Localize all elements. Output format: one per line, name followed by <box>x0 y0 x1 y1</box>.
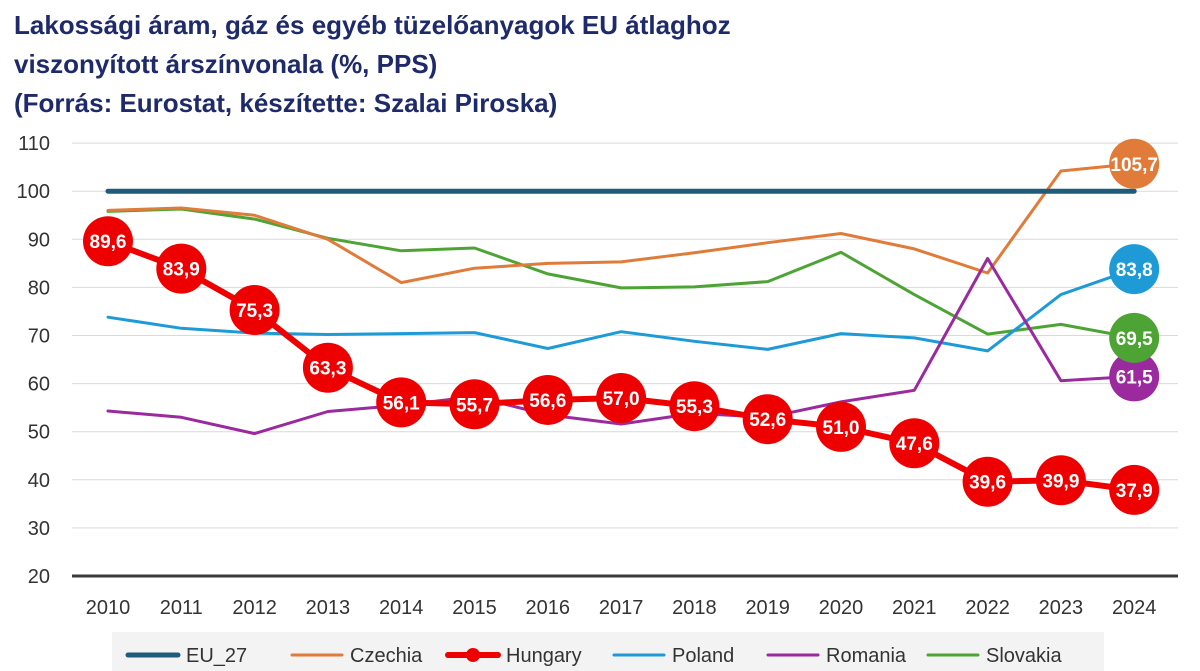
x-tick-label: 2023 <box>1039 597 1084 619</box>
y-tick-label: 80 <box>28 277 50 299</box>
x-tick-label: 2013 <box>306 597 351 619</box>
hungary-data-label: 55,7 <box>456 395 493 416</box>
hungary-data-label: 37,9 <box>1116 481 1153 502</box>
hungary-data-label: 39,6 <box>969 473 1006 494</box>
x-tick-label: 2024 <box>1112 597 1157 619</box>
series-line-romania <box>106 257 1136 436</box>
chart-title-line-2: viszonyított árszínvonala (%, PPS) <box>14 49 438 79</box>
hungary-data-label: 83,9 <box>163 260 200 281</box>
hungary-marker <box>669 381 720 432</box>
x-tick-label: 2017 <box>599 597 644 619</box>
series-line-slovakia <box>106 207 1136 340</box>
series-line-hungary <box>105 238 1138 493</box>
hungary-marker <box>302 342 353 393</box>
hungary-data-label: 56,6 <box>529 391 566 412</box>
end-marker-czechia <box>1109 138 1160 189</box>
series-line-czechia <box>106 162 1136 285</box>
x-tick-label: 2015 <box>452 597 497 619</box>
legend-label-eu-27: EU_27 <box>186 645 247 667</box>
data-labels: 89,6 83,9 75,3 63,3 56,1 55,7 56,6 57,0 55,3 52,6… <box>83 138 1160 515</box>
end-marker-slovakia <box>1109 312 1160 363</box>
legend-label-hungary: Hungary <box>506 645 582 667</box>
end-data-label-czechia: 105,7 <box>1110 155 1158 176</box>
x-tick-label: 2016 <box>526 597 571 619</box>
y-tick-label: 60 <box>28 374 50 396</box>
legend-label-romania: Romania <box>826 645 907 667</box>
hungary-data-label: 89,6 <box>90 232 127 253</box>
x-tick-label: 2021 <box>892 597 937 619</box>
gridlines <box>72 142 1178 578</box>
legend: EU_27 Czechia Hungary Poland Romania Slovakia <box>125 645 1062 667</box>
hungary-data-label: 51,0 <box>823 418 860 439</box>
hungary-marker <box>376 377 427 428</box>
y-tick-label: 110 <box>18 133 50 155</box>
legend-background <box>112 632 1104 671</box>
y-tick-label: 90 <box>28 229 50 251</box>
legend-label-czechia: Czechia <box>350 645 423 667</box>
hungary-data-label: 47,6 <box>896 434 933 455</box>
x-tick-label: 2011 <box>160 597 203 619</box>
hungary-marker <box>156 243 207 294</box>
hungary-marker <box>522 374 573 425</box>
hungary-marker <box>83 216 133 267</box>
hungary-marker <box>449 379 500 430</box>
hungary-data-label: 52,6 <box>749 410 786 431</box>
hungary-data-label: 63,3 <box>309 359 346 380</box>
y-tick-label: 100 <box>17 181 50 203</box>
hungary-marker <box>889 418 940 469</box>
end-data-label-slovakia: 69,5 <box>1116 329 1153 350</box>
end-marker-romania <box>1109 351 1160 402</box>
end-data-label-poland: 83,8 <box>1116 260 1153 281</box>
end-marker-poland <box>1109 244 1160 295</box>
x-tick-label: 2012 <box>232 597 277 619</box>
hungary-marker <box>962 456 1013 507</box>
hungary-data-label: 57,0 <box>603 389 640 410</box>
x-tick-label: 2010 <box>86 597 131 619</box>
legend-label-slovakia: Slovakia <box>986 645 1062 667</box>
x-tick-label: 2019 <box>745 597 790 619</box>
hungary-marker <box>816 401 866 452</box>
legend-marker-hungary <box>466 648 480 662</box>
hungary-marker <box>742 394 793 445</box>
x-tick-label: 2022 <box>965 597 1010 619</box>
hungary-data-label: 75,3 <box>236 301 273 322</box>
chart-title-line-3: (Forrás: Eurostat, készítette: Szalai Pi… <box>14 88 558 118</box>
y-tick-label: 20 <box>28 566 50 588</box>
hungary-marker <box>229 285 280 336</box>
hungary-data-label: 39,9 <box>1042 471 1079 492</box>
y-tick-label: 70 <box>28 326 50 348</box>
x-tick-label: 2014 <box>379 597 424 619</box>
x-tick-label: 2020 <box>819 597 864 619</box>
end-data-label-romania: 61,5 <box>1116 367 1153 388</box>
y-tick-label: 40 <box>28 470 50 492</box>
hungary-data-label: 56,1 <box>383 393 420 414</box>
chart-title-line-1: Lakossági áram, gáz és egyéb tüzelőanyag… <box>14 10 731 40</box>
hungary-marker <box>596 373 647 424</box>
y-axis-ticks: 20 30 40 50 60 70 80 90 100 110 <box>17 133 50 588</box>
y-tick-label: 30 <box>28 518 50 540</box>
series-line-poland <box>106 267 1136 353</box>
x-tick-label: 2018 <box>672 597 717 619</box>
x-axis-ticks: 2010 2011 2012 2013 2014 2015 2016 2017 2018 2019… <box>86 597 1157 619</box>
hungary-marker <box>1035 455 1086 506</box>
hungary-data-label: 55,3 <box>676 397 713 418</box>
hungary-marker <box>1109 464 1160 515</box>
chart-title: Lakossági áram, gáz és egyéb tüzelőanyag… <box>14 6 731 123</box>
y-tick-label: 50 <box>28 422 50 444</box>
legend-label-poland: Poland <box>672 645 734 667</box>
